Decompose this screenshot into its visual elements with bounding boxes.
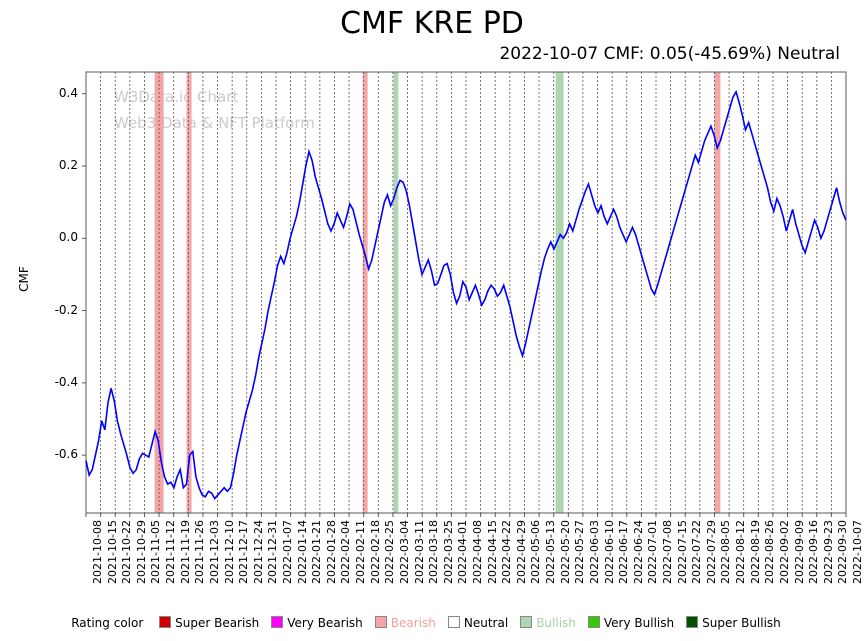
legend-item: Super Bullish <box>686 616 781 630</box>
y-tick-label: -0.2 <box>54 302 78 317</box>
legend-item: Bullish <box>520 616 576 630</box>
watermark-line-1: W3Data.io Chart <box>114 88 239 106</box>
legend-swatch <box>374 616 387 628</box>
chart-subtitle: 2022-10-07 CMF: 0.05(-45.69%) Neutral <box>499 44 840 64</box>
legend-item: Very Bearish <box>271 616 363 630</box>
legend-item-label: Bearish <box>390 616 436 630</box>
legend-swatch <box>159 616 172 628</box>
rating-band <box>393 72 399 513</box>
y-tick-label: -0.6 <box>54 447 78 462</box>
legend-swatch <box>520 616 533 628</box>
rating-band <box>714 72 721 513</box>
legend-item: Bearish <box>374 616 436 630</box>
legend-item-label: Neutral <box>463 616 509 630</box>
legend-item-label: Bullish <box>536 616 576 630</box>
legend-item: Very Bullish <box>587 616 675 630</box>
legend-swatch <box>447 616 460 628</box>
series-line-cmf <box>85 89 847 500</box>
legend-swatch <box>587 616 600 628</box>
rating-band <box>362 72 368 513</box>
legend-swatch <box>271 616 284 628</box>
legend-item-label: Very Bullish <box>603 616 675 630</box>
legend-items: Super Bearish Very Bearish Bearish Neutral B… <box>159 616 793 630</box>
page-title: CMF KRE PD <box>340 6 524 41</box>
legend-item-label: Very Bearish <box>287 616 363 630</box>
y-tick-label: -0.4 <box>54 374 78 389</box>
legend-item: Neutral <box>447 616 509 630</box>
legend-item-label: Super Bearish <box>175 616 260 630</box>
y-tick-label: 0.4 <box>58 85 78 100</box>
legend-item: Super Bearish <box>159 616 259 630</box>
rating-band <box>555 72 564 513</box>
y-tick-label: 0.0 <box>58 230 78 245</box>
legend-swatch <box>686 616 699 628</box>
rating-color-legend: Rating color Super Bearish Very Bearish Be… <box>0 616 864 630</box>
legend-title: Rating color <box>71 616 144 630</box>
watermark-line-2: Web3 Data & NFT Platform <box>114 114 315 132</box>
y-tick-label: 0.2 <box>58 157 78 172</box>
legend-item-label: Super Bullish <box>702 616 781 630</box>
rating-band <box>186 72 192 513</box>
